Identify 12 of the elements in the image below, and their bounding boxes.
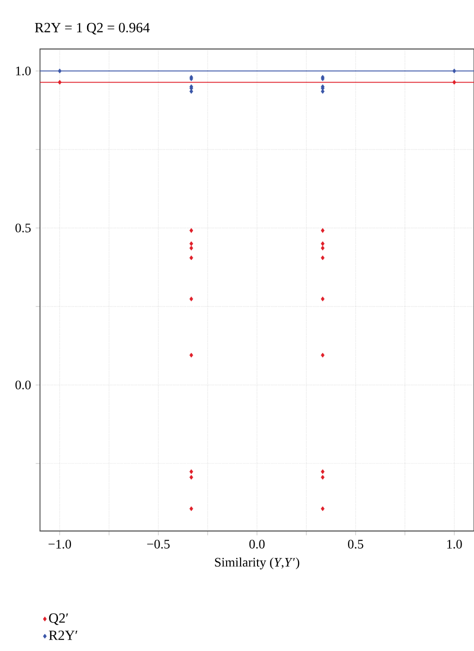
y-tick-label: 1.0 [16, 66, 31, 76]
chart-title: R2Y = 1 Q2 = 0.964 [34, 22, 150, 34]
x-tick-label: 1.0 [447, 540, 462, 549]
legend-label: Q2′ [49, 613, 68, 625]
x-axis-title: Similarity (Y,Y′) [215, 557, 300, 570]
x-tick-label: −0.5 [147, 540, 170, 549]
legend-label: R2Y′ [48, 630, 78, 640]
y-tick-label: 0.5 [15, 224, 31, 232]
y-tick-label: 0.0 [15, 380, 31, 390]
x-tick-label: −1.0 [48, 540, 72, 549]
x-tick-label: 0.5 [348, 540, 364, 549]
x-tick-label: 0.0 [249, 540, 265, 549]
